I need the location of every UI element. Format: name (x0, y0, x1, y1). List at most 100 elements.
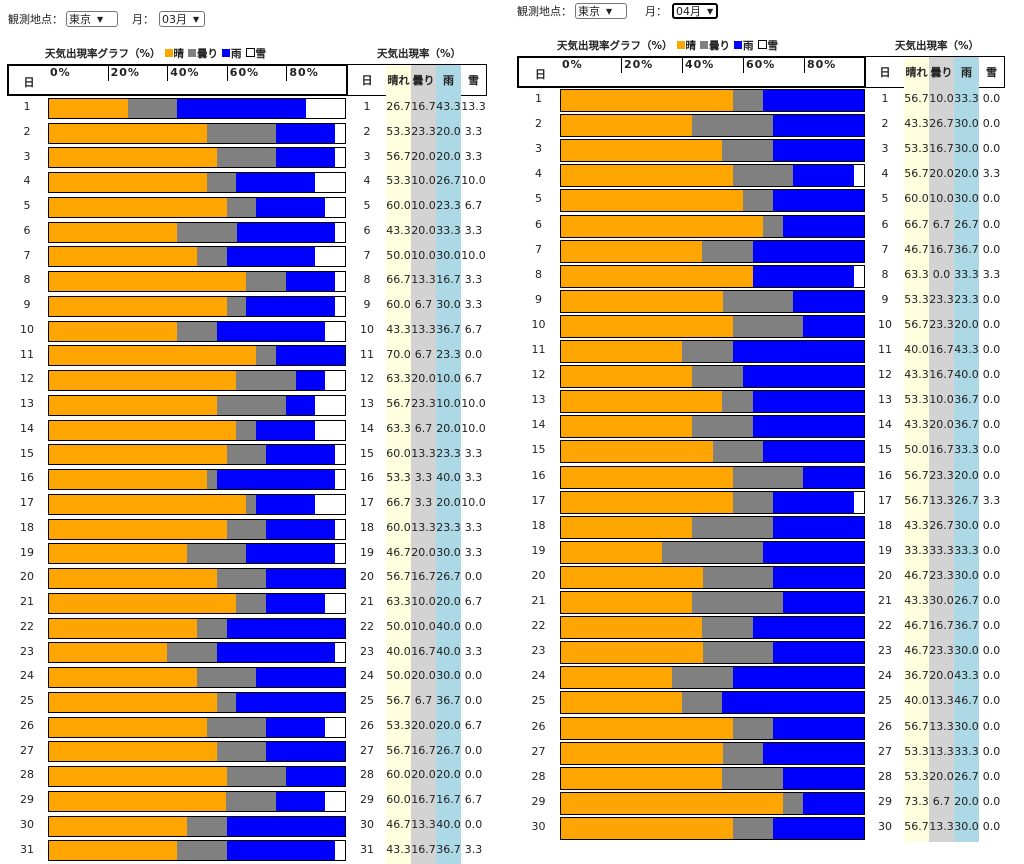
axis-tick-label: 40% (682, 58, 714, 73)
stacked-bar (48, 295, 346, 317)
stacked-bar (48, 592, 346, 614)
table-cell-snow: 3.3 (464, 545, 483, 559)
table-title: 天気出現率（%） (895, 40, 980, 52)
table-cell-snow: 0.0 (982, 242, 1001, 256)
graph-day-number: 18 (20, 520, 34, 534)
bar-segment-cloudy (128, 98, 178, 118)
table-cell-snow: 0.0 (982, 769, 1001, 783)
table-cell-cloudy: 13.3 (929, 819, 954, 833)
bar-segment-rain (275, 791, 326, 811)
location-select[interactable]: 東京 ▼ (66, 11, 118, 27)
bar-segment-cloudy (682, 692, 723, 714)
graph-day-number: 2 (23, 124, 31, 138)
table-cell-sunny: 43.3 (904, 518, 929, 532)
bar-segment-snow (335, 544, 345, 564)
table-cell-snow: 0.0 (982, 142, 1001, 156)
stacked-bar (560, 314, 865, 338)
location-select[interactable]: 東京 ▼ (575, 3, 627, 19)
table-cell-rain: 23.3 (436, 199, 461, 212)
table-cell-day: 27 (878, 744, 892, 758)
month-select[interactable]: 04月 ▼ (672, 3, 718, 19)
table-cell-sunny: 53.3 (904, 769, 929, 783)
table-cell-rain: 26.7 (436, 174, 461, 188)
table-cell-sunny: 46.7 (904, 568, 929, 582)
legend-cloudy-label: 曇り (197, 48, 219, 60)
table-cell-day: 11 (878, 343, 892, 356)
table-cell-day: 12 (360, 372, 374, 386)
table-cell-rain: 10.0 (436, 397, 461, 410)
table-cell-rain: 30.0 (954, 117, 979, 131)
table-cell-day: 24 (878, 669, 892, 683)
table-cell-day: 9 (881, 292, 889, 306)
bar-segment-cloudy (246, 272, 286, 292)
graph-title: 天気出現率グラフ（%） 晴曇り雨 雪 (45, 46, 266, 61)
table-cell-cloudy: 16.7 (929, 619, 954, 633)
table-cell-snow: 0.0 (982, 669, 1001, 683)
table-header-snow: 雪 (986, 66, 997, 79)
bar-segment-cloudy (692, 516, 774, 538)
bar-segment-rain (226, 816, 345, 836)
graph-day-number: 24 (20, 669, 34, 683)
bar-segment-rain (266, 445, 336, 465)
bar-segment-cloudy (177, 222, 237, 242)
stacked-bar (560, 490, 865, 514)
graph-day-header: 日 (535, 68, 546, 81)
bar-segment-rain (742, 366, 864, 388)
bar-segment-cloudy (236, 371, 296, 391)
bar-segment-sunny (49, 841, 178, 861)
table-cell-rain: 23.3 (436, 520, 461, 534)
month-select[interactable]: 03月 ▼ (159, 11, 205, 27)
bar-segment-snow (325, 717, 345, 737)
graph-day-number: 25 (531, 694, 546, 708)
stacked-bar (48, 246, 346, 268)
graph-day-number: 3 (535, 142, 542, 156)
bar-segment-cloudy (702, 642, 774, 664)
table-cell-rain: 36.7 (954, 619, 979, 633)
table-cell-rain: 26.7 (954, 493, 979, 507)
table-cell-sunny: 60.0 (386, 446, 411, 460)
bar-segment-snow (335, 470, 345, 490)
legend-sunny-label: 晴 (173, 48, 185, 60)
table-cell-rain: 16.7 (436, 273, 461, 287)
table-cell-day: 6 (363, 223, 371, 237)
table-cell-cloudy: 13.3 (411, 520, 436, 534)
graph-day-number: 7 (23, 248, 31, 262)
table-cell-sunny: 56.7 (386, 743, 411, 757)
stacked-bar (48, 790, 346, 812)
table-cell-day: 1 (881, 92, 889, 105)
table-cell-day: 27 (360, 743, 374, 757)
table-cell-rain: 20.0 (954, 468, 979, 482)
bar-segment-rain (773, 491, 854, 513)
table-cell-rain: 40.0 (436, 644, 461, 658)
table-cell-day: 7 (881, 242, 889, 256)
stacked-bar (48, 394, 346, 416)
table-cell-sunny: 56.7 (904, 92, 929, 105)
stacked-bar (560, 89, 865, 113)
axis-tick-label: 80% (286, 66, 318, 81)
bar-segment-rain (752, 391, 864, 413)
table-cell-snow: 0.0 (982, 744, 1001, 758)
stacked-bar (560, 239, 865, 263)
graph-day-number: 18 (531, 518, 546, 532)
stacked-bar (560, 440, 865, 464)
table-cell-sunny: 26.7 (386, 100, 411, 113)
stacked-bar (560, 164, 865, 188)
bar-segment-sunny (561, 617, 703, 639)
bar-segment-snow (335, 123, 345, 143)
table-cell-cloudy: 26.7 (929, 117, 954, 131)
table-cell-snow: 0.0 (464, 669, 483, 683)
stacked-bar (560, 465, 865, 489)
table-cell-sunny: 46.7 (904, 644, 929, 658)
graph-day-number: 19 (20, 545, 34, 559)
bar-segment-cloudy (236, 593, 266, 613)
bar-segment-cloudy (216, 395, 286, 415)
table-cell-sunny: 43.3 (904, 368, 929, 382)
bar-segment-cloudy (197, 247, 227, 267)
bar-segment-rain (266, 519, 336, 539)
bar-segment-snow (315, 395, 345, 415)
bar-segment-sunny (561, 215, 763, 237)
bar-segment-sunny (49, 569, 217, 589)
bar-segment-rain (773, 642, 864, 664)
stacked-bar (48, 716, 346, 738)
table-cell-cloudy: 0.0 (932, 267, 951, 281)
